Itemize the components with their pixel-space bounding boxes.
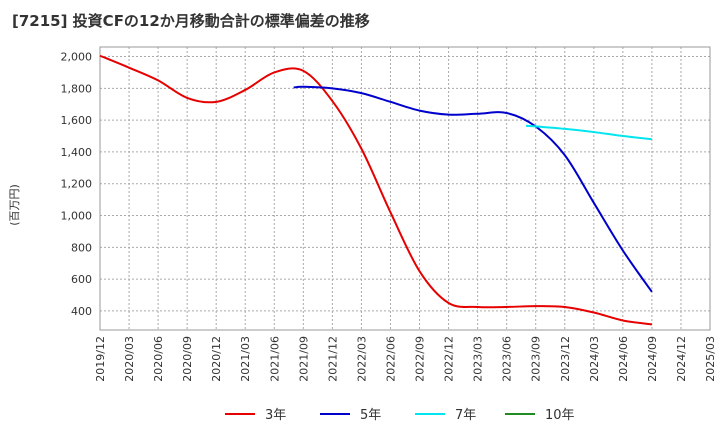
- y-axis-label: (百万円): [8, 184, 21, 226]
- y-tick-label: 1,800: [61, 82, 93, 95]
- x-tick-label: 2023/12: [559, 336, 572, 382]
- x-tick-label: 2021/09: [297, 336, 310, 382]
- legend: 3年 5年 7年 10年: [225, 408, 575, 423]
- y-tick-layer: 400 600 800 1,000 1,200 1,400 1,600 1,800 2,000: [61, 51, 93, 318]
- y-tick-label: 800: [71, 241, 92, 254]
- legend-label: 10年: [545, 408, 575, 423]
- x-tick-label: 2022/06: [384, 336, 397, 382]
- x-tick-label: 2023/09: [530, 336, 543, 382]
- x-tick-label: 2019/12: [94, 336, 107, 382]
- y-tick-label: 1,000: [61, 210, 93, 223]
- y-tick-label: 2,000: [61, 51, 93, 64]
- x-tick-label: 2020/03: [123, 336, 136, 382]
- legend-label: 7年: [455, 408, 476, 423]
- x-tick-label: 2024/06: [617, 336, 630, 382]
- chart-title: [7215] 投資CFの12か月移動合計の標準偏差の推移: [12, 12, 370, 30]
- series-line-2: [525, 124, 653, 141]
- series-layer: [99, 54, 653, 326]
- series-line-1: [293, 85, 653, 293]
- x-tick-label: 2022/03: [355, 336, 368, 382]
- x-tick-label: 2020/09: [181, 336, 194, 382]
- x-tick-label: 2024/03: [588, 336, 601, 382]
- legend-label: 3年: [265, 408, 286, 423]
- x-tick-label: 2023/03: [472, 336, 485, 382]
- x-tick-label: 2023/06: [501, 336, 514, 382]
- x-tick-label: 2021/06: [268, 336, 281, 382]
- x-tick-label: 2021/12: [326, 336, 339, 382]
- y-tick-label: 600: [71, 273, 92, 286]
- x-tick-label: 2024/09: [646, 336, 659, 382]
- x-tick-label: 2020/06: [152, 336, 165, 382]
- legend-label: 5年: [360, 408, 381, 423]
- y-tick-label: 1,200: [61, 178, 93, 191]
- x-tick-label: 2020/12: [210, 336, 223, 382]
- plot-frame: [99, 46, 711, 331]
- y-tick-label: 1,600: [61, 114, 93, 127]
- x-tick-label: 2024/12: [675, 336, 688, 382]
- x-tick-label: 2022/09: [414, 336, 427, 382]
- y-tick-label: 400: [71, 305, 92, 318]
- x-tick-layer: 2019/12 2020/03 2020/06 2020/09 2020/12 2021/…: [94, 336, 717, 382]
- x-tick-label: 2021/03: [239, 336, 252, 382]
- y-tick-label: 1,400: [61, 146, 93, 159]
- x-tick-label: 2022/12: [443, 336, 456, 382]
- x-tick-label: 2025/03: [704, 336, 717, 382]
- series-line-0: [99, 54, 653, 326]
- grid-layer: [99, 47, 711, 330]
